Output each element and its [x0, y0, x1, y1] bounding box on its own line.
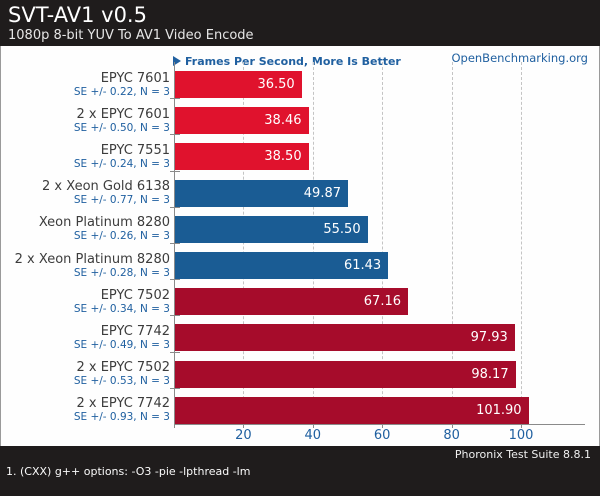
row-label: EPYC 7742 SE +/- 0.49, N = 3 — [2, 323, 170, 351]
x-tick-label-100: 100 — [508, 428, 534, 443]
x-axis-tick-40 — [312, 424, 314, 428]
bar-value-label: 38.50 — [264, 149, 302, 165]
row-label: 2 x EPYC 7601 SE +/- 0.50, N = 3 — [2, 106, 170, 134]
row-label: Xeon Platinum 8280 SE +/- 0.26, N = 3 — [2, 215, 170, 243]
gridline-40 — [312, 62, 314, 424]
x-tick-label-20: 20 — [235, 428, 252, 443]
bar-2-x-xeon-platinum-8280: 61.43 — [175, 252, 389, 279]
row-label: 2 x Xeon Platinum 8280 SE +/- 0.28, N = 3 — [2, 251, 170, 279]
value-legend-label: Frames Per Second, More Is Better — [185, 55, 401, 68]
bar-value-label: 38.46 — [264, 113, 302, 129]
row-boundary-tick — [170, 279, 180, 281]
row-boundary-tick — [170, 170, 180, 172]
category-name: EPYC 7601 — [100, 70, 170, 86]
row-boundary-tick — [170, 315, 180, 317]
bar-value-label: 67.16 — [363, 294, 401, 310]
gridline-20 — [243, 62, 245, 424]
gridline-60 — [382, 62, 384, 424]
category-name: EPYC 7502 — [100, 287, 170, 303]
category-name: Xeon Platinum 8280 — [38, 215, 170, 231]
chart-footer: Phoronix Test Suite 8.8.1 1. (CXX) g++ o… — [0, 446, 600, 496]
page-title: SVT-AV1 v0.5 — [8, 3, 147, 27]
x-axis-tick-80 — [451, 424, 453, 428]
standard-error-label: SE +/- 0.28, N = 3 — [73, 266, 170, 279]
standard-error-label: SE +/- 0.49, N = 3 — [73, 338, 170, 351]
row-boundary-tick — [170, 243, 180, 244]
chart-header: SVT-AV1 v0.5 1080p 8-bit YUV To AV1 Vide… — [0, 0, 600, 46]
standard-error-label: SE +/- 0.24, N = 3 — [73, 157, 170, 170]
row-label: EPYC 7601 SE +/- 0.22, N = 3 — [2, 70, 170, 98]
compiler-notes: 1. (CXX) g++ options: -O3 -pie -lpthread… — [6, 465, 251, 478]
row-label: EPYC 7502 SE +/- 0.34, N = 3 — [2, 287, 170, 315]
bar-value-label: 97.93 — [470, 330, 508, 346]
row-label: 2 x Xeon Gold 6138 SE +/- 0.77, N = 3 — [2, 179, 170, 207]
row-boundary-tick — [170, 98, 180, 100]
row-label: 2 x EPYC 7742 SE +/- 0.93, N = 3 — [2, 396, 170, 424]
row-boundary-tick — [170, 134, 180, 136]
value-legend: Frames Per Second, More Is Better — [173, 50, 401, 68]
standard-error-label: SE +/- 0.50, N = 3 — [73, 121, 170, 134]
bar-epyc-7601: 36.50 — [175, 71, 302, 98]
x-axis-tick-20 — [243, 424, 245, 428]
bar-value-label: 61.43 — [343, 258, 382, 273]
bar-epyc-7742: 97.93 — [175, 324, 515, 352]
x-axis-line — [174, 424, 585, 425]
gridline-100 — [521, 62, 522, 424]
row-boundary-tick — [170, 351, 180, 353]
row-boundary-tick — [170, 387, 180, 389]
bar-value-label: 101.90 — [476, 402, 522, 418]
play-triangle-icon — [173, 56, 181, 66]
bar-2-x-epyc-7601: 38.46 — [175, 107, 309, 135]
y-axis-line — [174, 62, 175, 424]
bar-value-label: 36.50 — [257, 77, 295, 92]
bar-2-x-xeon-gold-6138: 49.87 — [175, 179, 348, 207]
row-label: EPYC 7551 SE +/- 0.24, N = 3 — [2, 142, 170, 170]
category-name: 2 x Xeon Gold 6138 — [42, 179, 170, 195]
row-label: 2 x EPYC 7502 SE +/- 0.53, N = 3 — [2, 360, 170, 388]
category-name: EPYC 7742 — [100, 323, 170, 339]
bar-value-label: 49.87 — [303, 185, 341, 201]
standard-error-label: SE +/- 0.22, N = 3 — [73, 85, 170, 98]
category-name: 2 x EPYC 7742 — [76, 396, 170, 412]
bar-epyc-7551: 38.50 — [175, 143, 309, 171]
chart-canvas: Frames Per Second, More Is Better OpenBe… — [0, 46, 600, 446]
x-axis-tick-60 — [382, 424, 384, 428]
standard-error-label: SE +/- 0.77, N = 3 — [73, 194, 170, 207]
category-name: 2 x EPYC 7502 — [76, 360, 170, 376]
suite-version: Phoronix Test Suite 8.8.1 — [454, 448, 591, 461]
standard-error-label: SE +/- 0.93, N = 3 — [73, 411, 170, 424]
x-tick-label-60: 60 — [373, 428, 391, 443]
page-subtitle: 1080p 8-bit YUV To AV1 Video Encode — [8, 28, 254, 43]
openbenchmarking-link[interactable]: OpenBenchmarking.org — [451, 51, 588, 65]
bar-value-label: 55.50 — [323, 221, 361, 237]
standard-error-label: SE +/- 0.34, N = 3 — [73, 302, 170, 315]
plot-area: 20 40 60 80 100 36.50 EPYC 7601 SE +/- 0.22, N … — [15, 62, 585, 443]
category-name: 2 x EPYC 7601 — [76, 106, 170, 122]
x-axis-tick-0 — [174, 424, 175, 428]
standard-error-label: SE +/- 0.53, N = 3 — [73, 375, 170, 388]
bar-2-x-epyc-7742: 101.90 — [175, 396, 529, 424]
category-name: 2 x Xeon Platinum 8280 — [14, 251, 170, 267]
x-tick-label-80: 80 — [443, 428, 460, 443]
bar-2-x-epyc-7502: 98.17 — [175, 360, 516, 388]
bar-epyc-7502: 67.16 — [175, 288, 408, 316]
row-boundary-tick — [170, 206, 180, 208]
bar-xeon-platinum-8280: 55.50 — [175, 215, 368, 243]
x-tick-label-40: 40 — [304, 428, 322, 443]
bar-value-label: 98.17 — [471, 366, 509, 382]
category-name: EPYC 7551 — [100, 142, 170, 158]
standard-error-label: SE +/- 0.26, N = 3 — [73, 230, 170, 243]
gridline-80 — [451, 62, 453, 424]
x-axis-tick-100 — [521, 424, 522, 428]
